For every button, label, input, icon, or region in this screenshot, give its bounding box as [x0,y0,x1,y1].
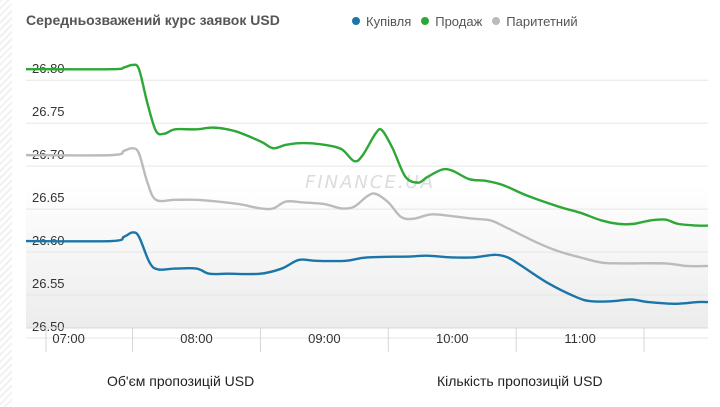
legend-item[interactable]: Купівля [352,14,411,29]
series-line-3 [25,146,709,268]
y-tick-label: 26.55 [32,276,65,291]
legend-dot-icon [421,17,430,25]
legend-item[interactable]: Паритетний [492,13,578,29]
y-tick-label: 26.65 [32,190,65,205]
legend-dot-icon [492,17,501,25]
legend-dot-icon [352,17,360,25]
legend-item[interactable]: Продаж [421,14,482,29]
chart-title: Середньозважений курс заявок USD [26,12,280,28]
plot-background [26,42,708,328]
x-tick-label: 10:00 [436,331,469,346]
watermark-text: FINANCE.UA [305,172,435,193]
x-tick-label: 08:00 [180,331,213,346]
decorative-stripe [0,0,12,407]
chart-legend: Купівля Продаж Паритетний [352,13,588,29]
y-tick-label: 26.75 [32,104,65,119]
offers-count-link[interactable]: Кількість пропозицій USD [437,373,603,389]
x-tick-label: 11:00 [564,331,596,346]
x-tick-label: 07:00 [52,331,85,346]
x-tick-label: 09:00 [308,331,341,346]
legend-label: Продаж [435,13,483,29]
legend-label: Паритетний [506,13,578,29]
y-tick-label: 26.50 [32,319,65,334]
series-line-2 [25,63,709,227]
legend-label: Купівля [366,13,412,29]
offers-volume-link[interactable]: Об'єм пропозицій USD [107,373,255,389]
series-line-1 [25,231,709,305]
